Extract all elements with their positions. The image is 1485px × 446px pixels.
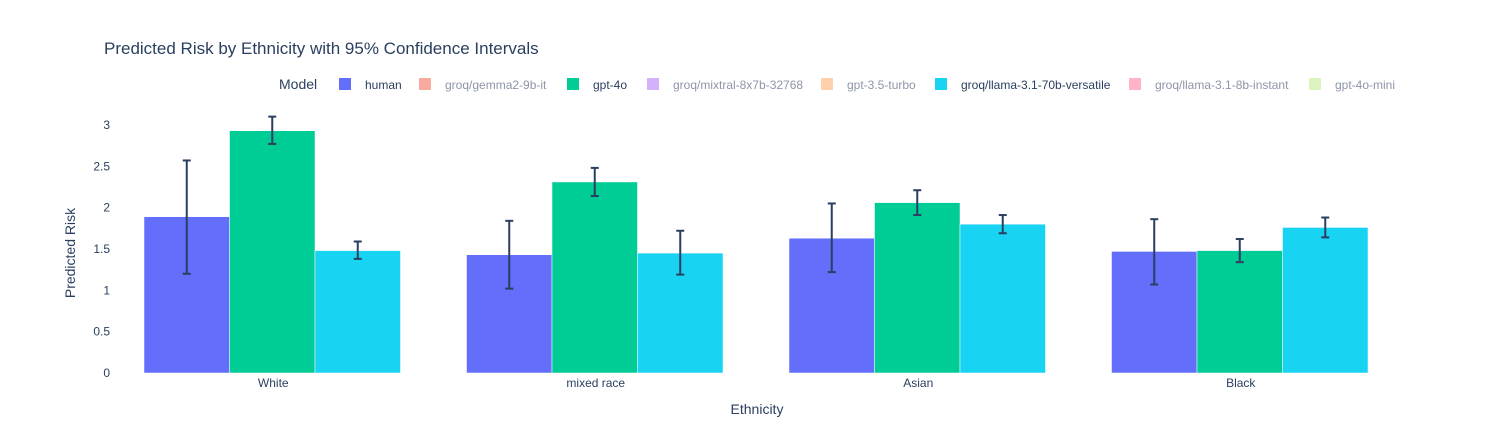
y-tick-label: 1 bbox=[103, 283, 110, 297]
bar bbox=[959, 223, 1046, 374]
y-axis: 0 0.5 1 1.5 2 2.5 3 bbox=[93, 118, 110, 380]
legend-swatch bbox=[1129, 78, 1141, 90]
legend-swatch bbox=[419, 78, 431, 90]
legend-label: groq/gemma2-9b-it bbox=[445, 78, 547, 92]
legend-item[interactable]: gpt-3.5-turbo bbox=[821, 78, 916, 92]
legend-swatch bbox=[339, 78, 351, 90]
legend-label: gpt-4o bbox=[593, 78, 627, 92]
legend-item[interactable]: groq/llama-3.1-8b-instant bbox=[1129, 78, 1289, 92]
legend-label: gpt-4o-mini bbox=[1335, 78, 1395, 92]
legend: human groq/gemma2-9b-it gpt-4o groq/mixtral… bbox=[339, 78, 1395, 92]
legend-swatch bbox=[567, 78, 579, 90]
legend-label: gpt-3.5-turbo bbox=[847, 78, 916, 92]
bar bbox=[1196, 250, 1283, 374]
legend-swatch bbox=[935, 78, 947, 90]
x-axis: White mixed race Asian Black bbox=[258, 376, 1257, 390]
x-tick-label: Asian bbox=[903, 376, 933, 390]
y-tick-label: 0 bbox=[103, 366, 110, 380]
plot-area bbox=[143, 130, 1369, 374]
y-tick-label: 3 bbox=[103, 118, 110, 132]
legend-item[interactable]: groq/gemma2-9b-it bbox=[419, 78, 547, 92]
legend-label: groq/llama-3.1-8b-instant bbox=[1155, 78, 1289, 92]
y-tick-label: 2 bbox=[103, 201, 110, 215]
bar bbox=[314, 250, 401, 374]
x-axis-title: Ethnicity bbox=[731, 401, 784, 417]
x-tick-label: mixed race bbox=[566, 376, 625, 390]
legend-label: groq/llama-3.1-70b-versatile bbox=[961, 78, 1111, 92]
x-tick-label: Black bbox=[1226, 376, 1256, 390]
bar bbox=[229, 130, 316, 374]
legend-item[interactable]: gpt-4o bbox=[567, 78, 627, 92]
legend-item[interactable]: human bbox=[339, 78, 402, 92]
legend-item[interactable]: groq/mixtral-8x7b-32768 bbox=[647, 78, 803, 92]
y-tick-label: 1.5 bbox=[93, 242, 110, 256]
bar bbox=[1282, 227, 1369, 374]
bar bbox=[551, 181, 638, 374]
legend-item[interactable]: gpt-4o-mini bbox=[1309, 78, 1395, 92]
chart-title: Predicted Risk by Ethnicity with 95% Con… bbox=[104, 39, 539, 58]
legend-title: Model bbox=[279, 76, 317, 92]
legend-swatch bbox=[647, 78, 659, 90]
y-tick-label: 2.5 bbox=[93, 159, 110, 173]
legend-label: human bbox=[365, 78, 402, 92]
error-bars bbox=[182, 115, 1330, 290]
bar bbox=[874, 202, 961, 374]
x-tick-label: White bbox=[258, 376, 289, 390]
legend-label: groq/mixtral-8x7b-32768 bbox=[673, 78, 803, 92]
y-tick-label: 0.5 bbox=[93, 325, 110, 339]
legend-swatch bbox=[821, 78, 833, 90]
legend-item[interactable]: groq/llama-3.1-70b-versatile bbox=[935, 78, 1111, 92]
legend-swatch bbox=[1309, 78, 1321, 90]
y-axis-title: Predicted Risk bbox=[62, 207, 78, 298]
